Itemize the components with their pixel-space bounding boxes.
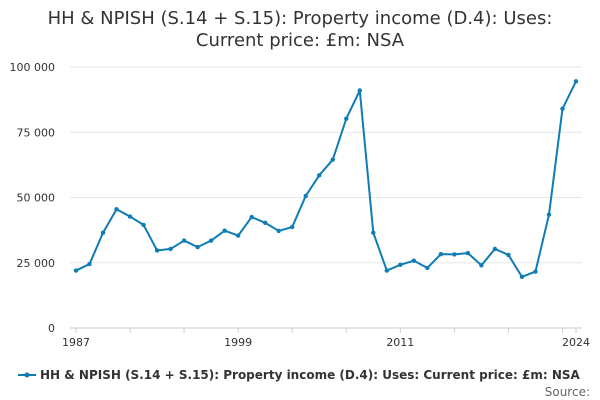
- data-point[interactable]: [330, 157, 335, 162]
- data-point[interactable]: [73, 268, 79, 273]
- data-point[interactable]: [114, 207, 119, 212]
- data-point[interactable]: [452, 252, 457, 257]
- y-tick-label: 100 000: [10, 61, 56, 74]
- data-point[interactable]: [222, 228, 227, 233]
- data-point[interactable]: [87, 261, 92, 267]
- data-point[interactable]: [127, 214, 133, 219]
- data-point[interactable]: [195, 244, 200, 250]
- data-point[interactable]: [492, 246, 498, 252]
- data-point[interactable]: [506, 252, 511, 258]
- x-axis-ticks: 1987 1999 2011 2024: [62, 328, 590, 349]
- y-tick-label: 50 000: [17, 192, 56, 205]
- data-point[interactable]: [357, 88, 362, 93]
- chart-title-line-2: Current price: £m: NSA: [196, 30, 405, 51]
- data-point[interactable]: [533, 269, 538, 274]
- data-point[interactable]: [276, 228, 281, 234]
- y-tick-label: 75 000: [17, 126, 56, 139]
- y-tick-label: 0: [48, 322, 55, 335]
- data-point[interactable]: [154, 248, 160, 253]
- x-tick-label: 2011: [386, 336, 414, 349]
- data-point[interactable]: [249, 214, 254, 220]
- y-axis-ticks: 0 25 000 50 000 75 000 100 000: [10, 61, 56, 335]
- data-point[interactable]: [235, 233, 241, 238]
- legend-label: HH & NPISH (S.14 + S.15): Property incom…: [40, 368, 581, 382]
- data-point[interactable]: [438, 251, 444, 257]
- data-point[interactable]: [573, 79, 579, 84]
- data-point[interactable]: [465, 250, 471, 256]
- data-point[interactable]: [317, 173, 322, 178]
- data-point[interactable]: [546, 212, 552, 217]
- x-tick-label: 2024: [562, 336, 590, 349]
- data-point[interactable]: [168, 246, 173, 252]
- data-point[interactable]: [100, 230, 106, 235]
- series-group: [75, 80, 577, 278]
- source-label: Source:: [545, 385, 590, 399]
- legend[interactable]: HH & NPISH (S.14 + S.15): Property incom…: [18, 368, 581, 382]
- data-point[interactable]: [411, 258, 417, 263]
- data-point[interactable]: [398, 262, 403, 268]
- data-point[interactable]: [208, 238, 214, 243]
- x-tick-label: 1987: [62, 336, 90, 349]
- data-point[interactable]: [519, 274, 525, 280]
- data-point[interactable]: [141, 222, 146, 228]
- series-markers: [73, 79, 579, 280]
- series-line: [75, 80, 577, 278]
- x-tick-label: 1999: [224, 336, 252, 349]
- data-point[interactable]: [181, 238, 187, 243]
- data-point[interactable]: [560, 106, 565, 111]
- data-point[interactable]: [479, 263, 484, 268]
- data-point[interactable]: [303, 193, 308, 199]
- gridlines: [70, 66, 582, 264]
- data-point[interactable]: [262, 220, 268, 226]
- data-point[interactable]: [371, 230, 376, 235]
- data-point[interactable]: [384, 268, 390, 273]
- data-point[interactable]: [290, 224, 295, 230]
- y-tick-label: 25 000: [17, 257, 56, 270]
- data-point[interactable]: [425, 265, 430, 271]
- data-point[interactable]: [344, 116, 349, 121]
- chart-title-line-1: HH & NPISH (S.14 + S.15): Property incom…: [48, 8, 553, 29]
- legend-marker-icon: [24, 372, 30, 378]
